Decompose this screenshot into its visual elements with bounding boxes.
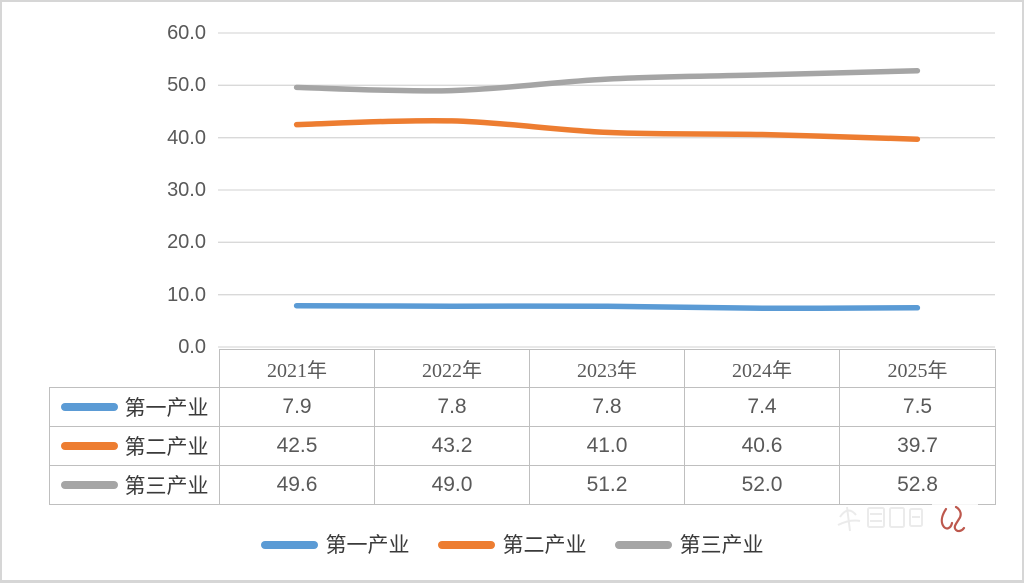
- legend-item-tertiary-industry: 第三产业: [614, 533, 764, 557]
- y-tick-label: 0.0: [178, 336, 206, 358]
- table-cell: 52.8: [839, 465, 996, 505]
- table-row-label: 第一产业: [49, 387, 220, 427]
- table-cell: 43.2: [374, 426, 530, 466]
- series-name: 第三产业: [124, 474, 209, 498]
- y-tick-label: 40.0: [167, 127, 206, 149]
- gridlines: [218, 32, 995, 348]
- legend-label: 第三产业: [679, 533, 764, 557]
- table-cell: 40.6: [684, 426, 840, 466]
- y-tick-label: 10.0: [167, 284, 206, 306]
- table-cell: 7.8: [529, 387, 685, 427]
- table-cell: 41.0: [529, 426, 685, 466]
- chart-legend: 第一产业 第二产业 第三产业: [2, 533, 1022, 557]
- legend-item-secondary-industry: 第二产业: [437, 533, 587, 557]
- table-cell: 52.0: [684, 465, 840, 505]
- data-table: 2021年 2022年 2023年 2024年 2025年 第一产业 7.9 7…: [49, 349, 996, 505]
- y-tick-label: 50.0: [167, 74, 206, 96]
- table-cell: 49.0: [374, 465, 530, 505]
- table-header-row: 2021年 2022年 2023年 2024年 2025年: [50, 349, 996, 388]
- table-cell: 51.2: [529, 465, 685, 505]
- table-header-cell: 2022年: [374, 349, 530, 388]
- y-tick-label: 30.0: [167, 179, 206, 201]
- legend-label: 第二产业: [502, 533, 587, 557]
- table-row-primary-industry: 第一产业 7.9 7.8 7.8 7.4 7.5: [49, 387, 996, 427]
- series-line-swatch: [60, 442, 118, 450]
- table-cell: 7.4: [684, 387, 840, 427]
- watermark-backing: [932, 500, 978, 538]
- legend-item-primary-industry: 第一产业: [260, 533, 410, 557]
- table-row-label: 第三产业: [49, 465, 220, 505]
- legend-line-swatch: [437, 541, 495, 549]
- legend-label: 第一产业: [325, 533, 410, 557]
- watermark: [837, 500, 978, 538]
- table-cell: 42.5: [219, 426, 375, 466]
- table-row-tertiary-industry: 第三产业 49.6 49.0 51.2 52.0 52.8: [49, 465, 996, 505]
- table-cell: 7.5: [839, 387, 996, 427]
- table-cell: 7.8: [374, 387, 530, 427]
- table-row-label: 第二产业: [49, 426, 220, 466]
- series-line-swatch: [60, 403, 118, 411]
- watermark-gray-marks: [837, 506, 923, 532]
- table-header-cell: 2025年: [839, 349, 996, 388]
- table-cell: 7.9: [219, 387, 375, 427]
- legend-line-swatch: [614, 541, 672, 549]
- y-tick-label: 20.0: [167, 231, 206, 253]
- watermark-red-signature: [940, 505, 966, 533]
- table-cell: 49.6: [219, 465, 375, 505]
- table-corner-cell: [50, 350, 220, 388]
- series-line-swatch: [60, 481, 118, 489]
- table-row-secondary-industry: 第二产业 42.5 43.2 41.0 40.6 39.7: [49, 426, 996, 466]
- table-header-cell: 2023年: [529, 349, 685, 388]
- series-name: 第一产业: [124, 396, 209, 420]
- series-name: 第二产业: [124, 435, 209, 459]
- table-header-cell: 2024年: [684, 349, 840, 388]
- table-cell: 39.7: [839, 426, 996, 466]
- table-header-cell: 2021年: [219, 349, 375, 388]
- legend-line-swatch: [260, 541, 318, 549]
- series-lines: [293, 67, 921, 312]
- y-tick-label: 60.0: [167, 22, 206, 44]
